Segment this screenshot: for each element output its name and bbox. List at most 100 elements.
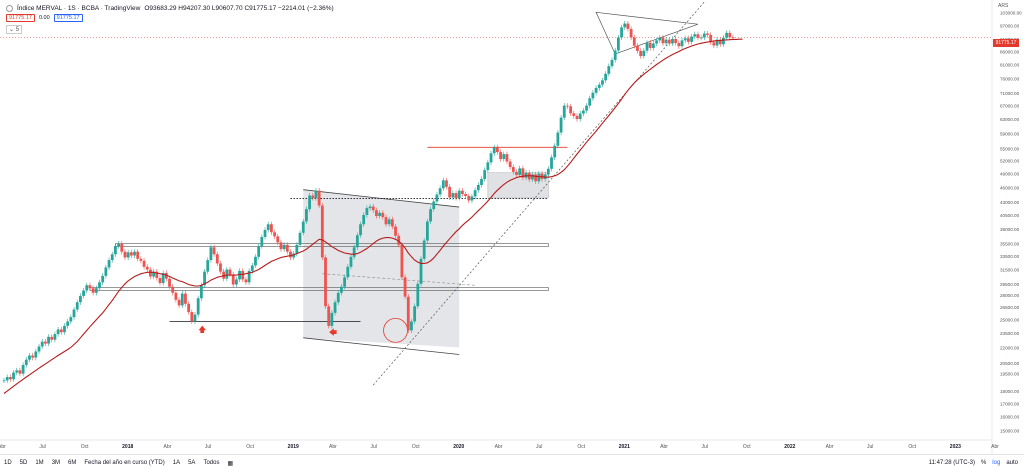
candle-body [671, 38, 674, 44]
candle [604, 71, 608, 83]
candle [585, 103, 588, 114]
candle-body [120, 243, 124, 252]
x-tick-label: Abr [660, 444, 668, 450]
x-tick-label: Oct [81, 444, 89, 450]
candle-body [387, 219, 391, 225]
candle [623, 20, 627, 30]
candle [12, 369, 15, 382]
y-tick-label: 23500.00 [1000, 331, 1020, 336]
candle [336, 290, 340, 305]
spread-value: 0.00 [38, 15, 50, 21]
candle [24, 357, 28, 368]
range-button-1a[interactable]: 1A [172, 460, 181, 466]
candle-body [378, 212, 382, 217]
candle-body [257, 246, 261, 257]
candle [50, 334, 54, 343]
candle-body [343, 277, 347, 287]
candle-body [94, 288, 98, 293]
clock-time[interactable]: 11:47:28 (UTC-3) [928, 460, 975, 466]
calendar-icon[interactable]: ▦ [227, 460, 234, 467]
candle-body [616, 37, 620, 51]
range-button-todos[interactable]: Todos [203, 460, 220, 466]
currency-label: ARS [998, 3, 1009, 9]
candle [569, 103, 573, 116]
candle-body [85, 285, 89, 291]
candle-body [333, 302, 337, 313]
y-tick-label: 71000.00 [1000, 91, 1020, 96]
candle [610, 57, 614, 69]
candle [381, 210, 385, 220]
candle-body [254, 256, 257, 266]
candle-body [34, 351, 38, 358]
candle [661, 35, 665, 46]
candle-body [349, 256, 353, 267]
candle-body [521, 168, 525, 178]
x-tick-label: 2018 [122, 444, 133, 450]
y-tick-label: 103000.00 [1000, 10, 1022, 15]
y-tick-label: 31500.00 [1000, 268, 1020, 273]
candle-body [648, 42, 652, 48]
candle-body [661, 37, 665, 44]
candle [496, 144, 499, 155]
percent-toggle[interactable]: % [980, 460, 987, 466]
candle-body [53, 334, 57, 340]
candle [556, 129, 560, 149]
candle-body [269, 224, 273, 233]
candle-body [604, 73, 608, 81]
y-axis-bg [992, 0, 1024, 454]
indicator-toggle[interactable]: ⌄ 5 [6, 25, 23, 34]
candle-body [687, 38, 690, 42]
y-tick-label: 33500.00 [1000, 254, 1020, 259]
candle-body [518, 168, 522, 175]
candle-body [190, 312, 194, 322]
x-tick-label: Oct [908, 444, 916, 450]
candle-body [601, 80, 604, 85]
candle [244, 276, 248, 285]
candle-body [238, 270, 241, 280]
range-button-6m[interactable]: 6M [68, 460, 77, 466]
candle-body [403, 277, 407, 297]
candle [104, 264, 108, 279]
candle [410, 318, 413, 334]
range-button-ytd[interactable]: Fecha del año en curso (YTD) [84, 460, 165, 466]
range-button-1m[interactable]: 1M [35, 460, 44, 466]
candle-body [82, 290, 85, 296]
sell-price-tag[interactable]: 91775.17 [6, 14, 35, 22]
candle-body [250, 265, 254, 271]
candle-body [419, 258, 423, 284]
y-tick-label: 76000.00 [1000, 76, 1020, 81]
candle [88, 282, 92, 291]
candle [241, 268, 245, 283]
range-button-3m[interactable]: 3M [51, 460, 61, 466]
candle-body [451, 193, 455, 198]
candle-body [142, 260, 146, 267]
candle-body [680, 40, 684, 47]
x-tick-label: Abr [0, 444, 6, 450]
candle [63, 323, 66, 335]
candle-body [645, 42, 649, 51]
candle [422, 237, 426, 262]
candle-body [524, 172, 528, 178]
candle [518, 165, 522, 178]
candle [687, 35, 690, 45]
buy-price-tag[interactable]: 91775.17 [53, 14, 83, 22]
candle [161, 270, 165, 286]
auto-toggle[interactable]: auto [1006, 460, 1018, 466]
chart-header: Índice MERVAL · 1S · BCBA · TradingView … [6, 5, 334, 12]
candle-body [457, 190, 461, 198]
candle [492, 144, 496, 156]
candle-body [69, 317, 73, 322]
range-button-5d[interactable]: 5D [19, 460, 28, 466]
candle [91, 285, 95, 296]
y-tick-label: 25000.00 [1000, 318, 1020, 323]
candle [327, 303, 331, 329]
log-toggle[interactable]: log [992, 460, 1001, 466]
range-button-1d[interactable]: 1D [4, 460, 12, 466]
y-tick-label: 59000.00 [1000, 131, 1020, 136]
range-button-5a[interactable]: 5A [188, 460, 196, 466]
candle [56, 326, 60, 337]
candle-body [5, 377, 9, 381]
candle [279, 239, 283, 252]
candle [362, 212, 366, 227]
